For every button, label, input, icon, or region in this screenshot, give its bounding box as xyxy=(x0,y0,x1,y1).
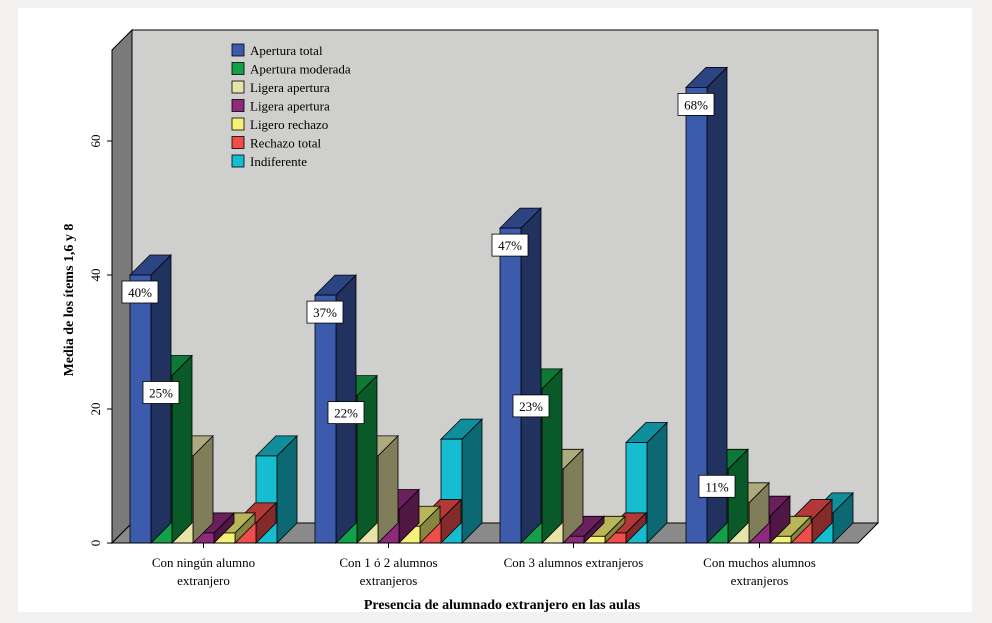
bar-side xyxy=(646,421,668,544)
data-label-box xyxy=(677,93,715,116)
legend-item: Ligero rechazo xyxy=(231,117,328,132)
data-label: 25% xyxy=(142,381,180,404)
data-label: 47% xyxy=(491,233,529,257)
data-label-text: 11% xyxy=(705,479,729,494)
legend-item: Apertura moderada xyxy=(231,62,351,77)
data-label-text: 22% xyxy=(334,406,358,421)
data-label-text: 40% xyxy=(128,285,152,300)
legend-label: Apertura total xyxy=(250,43,323,58)
x-tick-label: extranjeros xyxy=(360,573,418,588)
bar-group xyxy=(685,66,854,544)
data-label: 11% xyxy=(698,474,736,498)
bar-group xyxy=(314,274,483,544)
legend-item: Ligera apertura xyxy=(231,99,330,114)
data-label-text: 47% xyxy=(498,238,522,253)
data-label-box xyxy=(121,280,159,304)
legend-swatch xyxy=(231,43,245,57)
chart-walls xyxy=(110,28,880,545)
legend-label: Indiferente xyxy=(250,154,307,169)
bar-side xyxy=(356,374,378,544)
data-label-box xyxy=(142,381,180,404)
y-tick-label: 20 xyxy=(88,403,103,416)
legend: Apertura total Apertura moderada Ligera ap… xyxy=(231,43,351,169)
data-label: 23% xyxy=(512,394,550,418)
legend-swatch xyxy=(231,117,245,131)
legend-swatch xyxy=(231,62,245,75)
y-axis: 0 20 40 60 xyxy=(88,50,113,547)
bar-front xyxy=(685,87,708,544)
data-label: 40% xyxy=(121,280,159,304)
data-label: 68% xyxy=(677,93,715,116)
bar-side xyxy=(706,66,728,544)
legend-label: Rechazo total xyxy=(250,136,321,151)
data-label-text: 23% xyxy=(519,399,543,414)
x-axis: Con ningún alumno extranjero Con 1 ó 2 alu… xyxy=(112,542,858,588)
data-label-box xyxy=(306,300,344,324)
y-tick-label: 0 xyxy=(88,540,103,547)
data-label: 37% xyxy=(306,300,344,324)
y-tick-label: 60 xyxy=(88,135,103,148)
data-label-text: 37% xyxy=(313,305,337,320)
x-axis-title: Presencia de alumnado extranjero en las … xyxy=(364,598,641,613)
bar xyxy=(499,207,542,544)
data-label-box xyxy=(698,474,736,498)
legend-swatch xyxy=(231,154,245,168)
bar-side xyxy=(520,207,542,544)
legend-label: Ligera apertura xyxy=(250,80,330,95)
bar xyxy=(685,66,728,544)
x-tick-label: extranjeros xyxy=(731,573,789,588)
x-tick-label: Con 3 alumnos extranjeros xyxy=(504,555,644,570)
data-label-box xyxy=(327,401,365,425)
x-tick-label: Con muchos alumnos xyxy=(703,555,816,570)
legend-label: Apertura moderada xyxy=(250,62,351,77)
bar-front xyxy=(129,274,152,544)
x-tick-label: Con ningún alumno xyxy=(152,555,255,570)
data-labels: 40% 25% 37% 22% 47% 23% 68% 11% xyxy=(121,93,736,498)
bar-series-group xyxy=(129,66,854,544)
bar-front xyxy=(499,227,522,544)
y-axis-title: Media de los ítems 1,6 y 8 xyxy=(62,224,77,377)
data-label-box xyxy=(512,394,550,418)
legend-swatch xyxy=(231,99,245,112)
legend-item: Rechazo total xyxy=(231,136,321,151)
legend-swatch xyxy=(231,136,245,149)
legend-label: Ligera apertura xyxy=(250,99,330,114)
bar-side xyxy=(461,418,483,544)
data-label: 22% xyxy=(327,401,365,425)
bar-group xyxy=(129,254,298,544)
bar xyxy=(129,254,172,544)
data-label-text: 25% xyxy=(149,386,173,401)
data-label-box xyxy=(491,233,529,257)
legend-label: Ligero rechazo xyxy=(250,117,328,132)
bar-group xyxy=(499,207,668,544)
legend-item: Ligera apertura xyxy=(231,80,330,95)
data-label-text: 68% xyxy=(684,97,708,112)
x-tick-label: Con 1 ó 2 alumnos xyxy=(339,555,437,570)
y-tick-label: 40 xyxy=(88,269,103,282)
legend-item: Apertura total xyxy=(231,43,323,58)
legend-swatch xyxy=(231,80,245,94)
legend-item: Indiferente xyxy=(231,154,307,169)
x-tick-label: extranjero xyxy=(177,573,230,588)
